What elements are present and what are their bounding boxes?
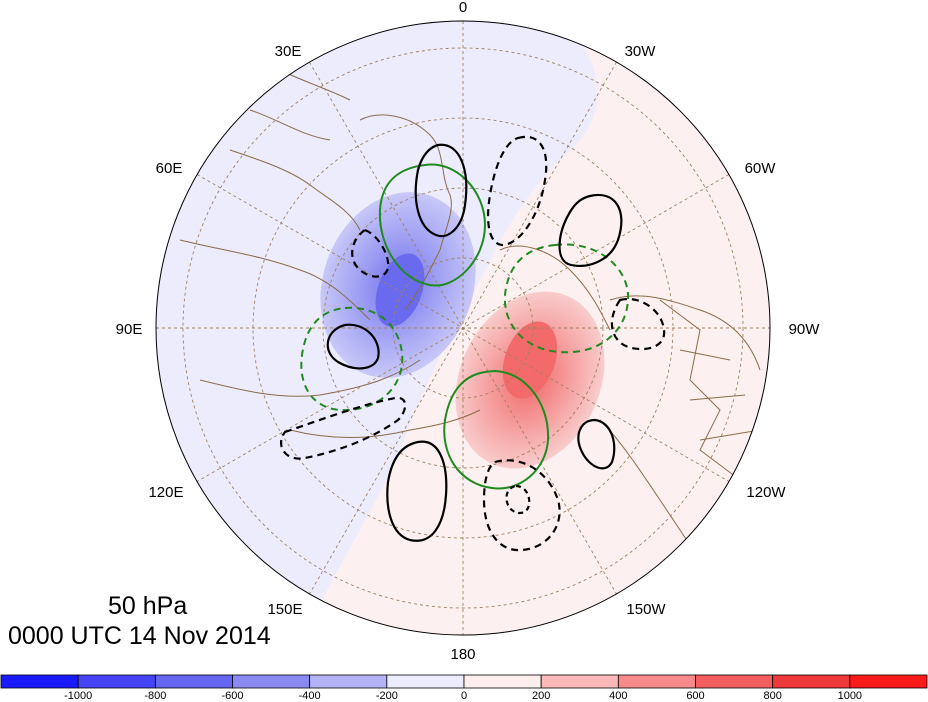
colorbar-tick-label: -1000 (64, 690, 92, 702)
black-contours (280, 135, 666, 552)
lon-label-120e: 120E (148, 484, 183, 501)
latitude-circle-80 (392, 257, 534, 399)
black-contour-dashed-4 (280, 396, 407, 460)
colorbar-tick-label: 0 (461, 690, 467, 702)
lon-label-90w: 90W (789, 321, 821, 338)
colorbar-tick-label: 200 (532, 690, 550, 702)
black-contour-dashed-3 (610, 297, 666, 351)
green-contour-dashed-2 (300, 306, 404, 412)
coast-greenland (499, 245, 611, 331)
negative-anomaly-peak (375, 253, 425, 327)
colorbar-box (617, 674, 696, 689)
lon-label-180: 180 (450, 646, 475, 663)
border-canada-us (659, 299, 741, 481)
black-contour-solid-3 (326, 323, 380, 370)
colorbar-tick-label: -600 (221, 690, 243, 702)
coastlines (179, 69, 761, 591)
lon-label-30e: 30E (275, 43, 302, 60)
colorbar-tick-label: 1000 (838, 690, 862, 702)
lon-label-120w: 120W (746, 484, 786, 501)
black-contour-dashed-5 (482, 459, 561, 552)
colorbar-box (232, 674, 311, 689)
colorbar-tick-label: -200 (376, 690, 398, 702)
lon-label-90e: 90E (116, 321, 143, 338)
colorbar-box (154, 674, 233, 689)
coast-siberia-east (199, 359, 421, 397)
colorbar-box (772, 674, 851, 689)
lon-label-150w: 150W (626, 601, 666, 618)
coast-east-siberia (289, 409, 481, 438)
lon-label-30w: 30W (625, 43, 657, 60)
colorbar-tick-label: -800 (144, 690, 166, 702)
black-contour-dashed-6 (505, 484, 531, 515)
shaded-anomaly-field (156, 21, 770, 635)
map-boundary (155, 20, 771, 636)
borders-states (679, 349, 761, 441)
colorbar-box (540, 674, 619, 689)
valid-time-label: 0000 UTC 14 Nov 2014 (8, 622, 271, 650)
colorbar: -1000 -800 -600 -400 -200 0 200 400 600 800 1000 (0, 674, 928, 702)
coast-siberia-west (179, 239, 371, 321)
green-contour-solid-1 (378, 163, 487, 287)
colorbar-box (0, 674, 79, 689)
lon-label-60w: 60W (745, 160, 777, 177)
lon-label-0: 0 (459, 0, 467, 16)
black-contour-solid-5 (386, 440, 448, 542)
pressure-level-label: 50 hPa (108, 592, 188, 620)
longitude-labels: 0 30W 60W 90W 120W 150W 180 150E 120E 90… (116, 0, 821, 663)
graticule (156, 21, 770, 635)
black-contour-solid-2 (558, 193, 623, 268)
meridian-60w-120e (196, 174, 730, 482)
colorbar-tick-label: 600 (686, 690, 704, 702)
positive-anomaly-peak (502, 321, 558, 399)
colorbar-tick-label: -400 (299, 690, 321, 702)
colorbar-tick-label: 400 (609, 690, 627, 702)
latitude-circle-50 (182, 47, 744, 609)
colorbar-box (77, 674, 156, 689)
green-contours (300, 163, 630, 490)
colorbar-box (386, 674, 465, 689)
black-contour-solid-1 (414, 143, 468, 238)
coast-scandinavia (359, 114, 452, 311)
colorbar-tick-label: 800 (763, 690, 781, 702)
colorbar-box (309, 674, 388, 689)
colorbar-box (695, 674, 774, 689)
coast-canada (609, 295, 761, 371)
black-contour-dashed-1 (486, 135, 548, 247)
colorbar-box (463, 674, 542, 689)
green-contour-dashed-1 (503, 243, 630, 354)
lon-label-60e: 60E (156, 160, 183, 177)
coast-europe (229, 149, 361, 231)
lon-label-150e: 150E (267, 601, 302, 618)
black-contour-dashed-2 (351, 228, 390, 278)
colorbar-box (849, 674, 928, 689)
black-contour-solid-4 (577, 418, 616, 470)
green-contour-solid-2 (443, 370, 550, 490)
